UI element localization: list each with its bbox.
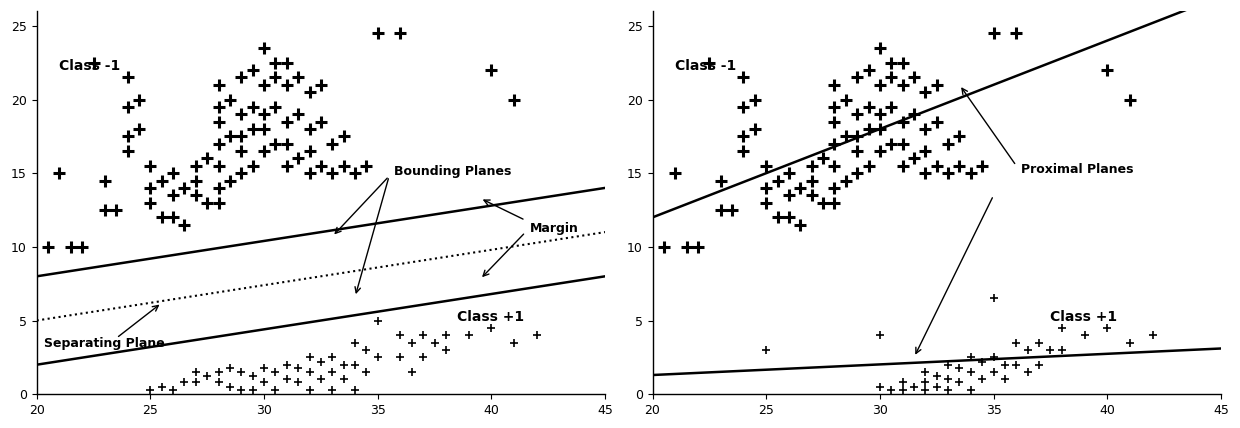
Text: Class +1: Class +1 — [458, 309, 525, 324]
Text: Class -1: Class -1 — [676, 59, 737, 73]
Text: Proximal Planes: Proximal Planes — [1021, 163, 1133, 176]
Text: Class -1: Class -1 — [60, 59, 120, 73]
Text: Separating Plane: Separating Plane — [43, 337, 164, 350]
Text: Margin: Margin — [529, 222, 579, 235]
Text: Bounding Planes: Bounding Planes — [393, 165, 511, 178]
Text: Class +1: Class +1 — [1050, 309, 1117, 324]
